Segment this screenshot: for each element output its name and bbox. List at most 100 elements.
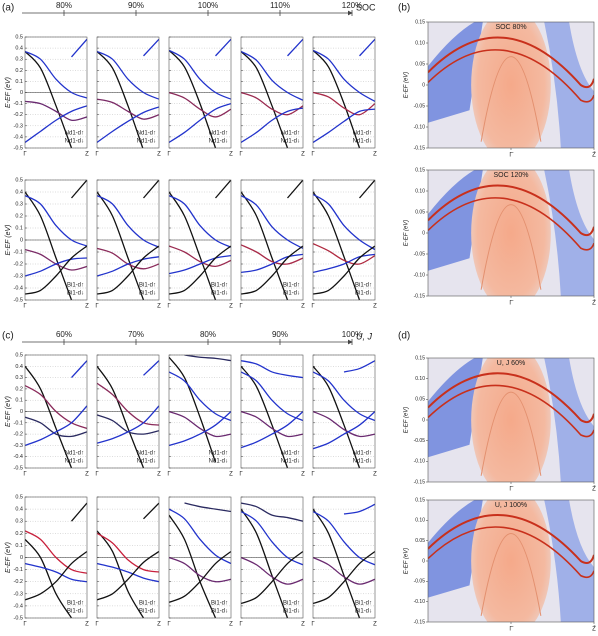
panel-frame xyxy=(427,21,595,149)
band-line xyxy=(169,508,231,565)
band-line xyxy=(25,50,73,148)
legend-label: Nd1-d↓ xyxy=(209,139,228,145)
band-panel: Γ Z Bi1-d↑ Bi1-d↓ xyxy=(95,179,161,310)
band-line xyxy=(169,514,217,618)
legend-label: Bi1-d↓ xyxy=(283,291,300,297)
map-title: SOC 80% xyxy=(495,24,526,31)
map-blue xyxy=(544,22,594,148)
legend-label: Nd1-d↑ xyxy=(353,451,372,457)
panel-label: (a) xyxy=(2,3,14,14)
y-axis-label: E-EF (eV) xyxy=(404,407,410,434)
y-tick-label: 0.5 xyxy=(15,34,23,40)
header-axis-label: SOC xyxy=(356,2,376,12)
band-line xyxy=(97,50,159,100)
band-line xyxy=(169,91,231,118)
map-band xyxy=(428,49,594,103)
header-label: 80% xyxy=(56,1,72,10)
y-tick-label: 0.4 xyxy=(15,507,23,513)
y-tick-label: -0.1 xyxy=(14,249,23,255)
y-tick-label: 0.15 xyxy=(415,355,425,361)
x-tick-label: Γ xyxy=(95,152,99,158)
y-tick-label: -0.5 xyxy=(14,297,23,303)
x-tick-label: Γ xyxy=(23,472,27,478)
band-line xyxy=(241,50,303,101)
band-line xyxy=(143,38,159,57)
panel-frame xyxy=(240,354,304,469)
x-tick-label: Z xyxy=(301,472,305,478)
y-tick-label: -0.10 xyxy=(414,459,426,465)
y-tick-label: -0.5 xyxy=(14,465,23,471)
y-tick-label: 0.10 xyxy=(415,40,425,46)
band-line xyxy=(313,510,375,566)
band-line xyxy=(313,245,375,295)
y-tick-label: 0 xyxy=(20,409,23,415)
band-line xyxy=(215,180,231,199)
x-tick-label: Γ xyxy=(167,152,171,158)
band-line xyxy=(313,108,375,143)
y-tick-label: -0.15 xyxy=(414,619,426,625)
band-line xyxy=(169,49,231,100)
x-tick-label: Z xyxy=(301,152,305,158)
x-tick-label: Γ xyxy=(239,152,243,158)
legend-label: Nd1-d↑ xyxy=(65,131,84,137)
y-tick-label: 0.4 xyxy=(15,189,23,195)
band-panel: Γ Z Nd1-d↑ Nd1-d↓ xyxy=(167,36,233,158)
y-tick-label: -0.10 xyxy=(414,599,426,605)
x-tick-label: Γ xyxy=(167,622,171,628)
x-tick-label: Z̄ xyxy=(592,300,596,307)
band-line xyxy=(241,191,289,300)
legend-label: Nd1-d↓ xyxy=(281,459,300,465)
map-body xyxy=(428,358,594,482)
band-panel: Γ Z Bi1-d↑ Bi1-d↓ xyxy=(311,179,377,310)
y-tick-label: 0.5 xyxy=(15,494,23,500)
band-line xyxy=(169,410,231,438)
map-band xyxy=(428,184,594,237)
legend-label: Bi1-d↓ xyxy=(139,291,156,297)
x-tick-label: Γ̄ xyxy=(509,627,513,633)
band-panel: 0.5 0.4 0.3 0.2 0.1 0 -0.1 -0.2 -0.3 -0.4 -0.5 E-EF… xyxy=(5,352,89,477)
panel-frame xyxy=(168,179,232,301)
band-line xyxy=(97,106,159,143)
legend-label: Bi1-d↑ xyxy=(283,601,300,607)
map-blue xyxy=(544,500,594,622)
x-tick-label: Γ xyxy=(23,152,27,158)
x-tick-label: Γ xyxy=(167,472,171,478)
band-line xyxy=(97,191,145,300)
legend-label: Nd1-d↓ xyxy=(137,139,156,145)
x-tick-label: Γ̄ xyxy=(509,301,513,307)
band-line xyxy=(241,50,289,148)
band-panel: 0.5 0.4 0.3 0.2 0.1 0 -0.1 -0.2 -0.3 -0.4 -0.5 E-EF… xyxy=(5,34,89,157)
x-tick-label: Z xyxy=(157,152,161,158)
y-tick-label: -0.4 xyxy=(14,134,23,140)
band-line xyxy=(71,502,87,522)
map-band xyxy=(428,372,594,424)
x-tick-label: Γ xyxy=(311,472,315,478)
legend-label: Bi1-d↓ xyxy=(211,291,228,297)
map-title: U, J 60% xyxy=(497,360,525,367)
panel-frame xyxy=(312,496,376,619)
y-tick-label: 0.3 xyxy=(15,201,23,207)
panel-frame xyxy=(427,169,595,297)
legend-label: Bi1-d↓ xyxy=(211,609,228,615)
band-line xyxy=(313,243,375,265)
band-line xyxy=(343,360,375,373)
y-tick-label: 0.5 xyxy=(15,177,23,183)
header-label: 90% xyxy=(272,330,288,339)
legend-label: Nd1-d↑ xyxy=(209,451,228,457)
x-tick-label: Γ xyxy=(239,622,243,628)
band-line xyxy=(97,550,159,601)
x-tick-label: Z xyxy=(85,622,89,628)
band-line xyxy=(25,105,87,143)
y-tick-label: 0.2 xyxy=(15,531,23,537)
y-tick-label: 0.4 xyxy=(15,364,23,370)
band-line xyxy=(97,256,159,277)
band-line xyxy=(169,254,231,275)
y-tick-label: 0.2 xyxy=(15,68,23,74)
band-line xyxy=(169,191,217,300)
map-title: SOC 120% xyxy=(493,172,528,179)
y-tick-label: 0.2 xyxy=(15,213,23,219)
band-line xyxy=(241,550,303,605)
map-blue xyxy=(544,358,594,482)
legend-label: Nd1-d↑ xyxy=(137,131,156,137)
